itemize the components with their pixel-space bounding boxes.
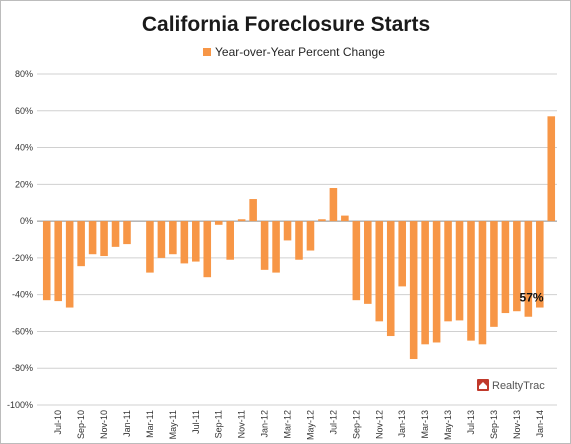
x-tick-label: Nov-10	[99, 410, 109, 439]
bar	[123, 221, 131, 245]
y-tick-label: -80%	[12, 363, 33, 373]
x-tick-label: Jul-11	[191, 410, 201, 434]
x-tick-label: Nov-12	[374, 410, 384, 439]
bar	[536, 221, 544, 308]
x-tick-label: May-12	[305, 410, 315, 440]
bars	[42, 116, 556, 360]
x-tick-label: Sep-13	[489, 410, 499, 439]
bar	[501, 221, 510, 314]
x-axis-labels: Jul-10 Sep-10 Nov-10 Jan-11 Mar-11 May-11 Jul-…	[53, 410, 545, 440]
x-tick-label: Nov-13	[512, 410, 522, 439]
bar	[111, 221, 120, 247]
x-tick-label: Jan-12	[260, 410, 270, 438]
bar	[409, 221, 418, 360]
bar	[260, 221, 269, 270]
x-tick-label: Jan-14	[535, 410, 545, 438]
x-tick-label: Mar-12	[283, 410, 293, 439]
bar	[249, 199, 257, 222]
x-tick-label: May-13	[443, 410, 453, 440]
bar	[467, 221, 475, 341]
bar	[478, 221, 487, 345]
bar	[214, 221, 223, 225]
bar	[524, 221, 533, 317]
bar	[54, 221, 62, 302]
bar	[88, 221, 97, 255]
bar	[295, 221, 303, 260]
x-tick-label: Nov-11	[237, 410, 247, 438]
logo-text: RealtyTrac	[492, 380, 545, 392]
y-tick-label: -60%	[12, 326, 33, 336]
x-tick-label: May-11	[168, 410, 178, 439]
y-tick-label: 60%	[15, 106, 33, 116]
house-icon-shape	[479, 382, 487, 389]
bar	[329, 188, 338, 222]
x-tick-label: Sep-12	[351, 410, 361, 439]
bar	[192, 221, 200, 262]
bar	[455, 221, 464, 321]
y-tick-label: 40%	[15, 143, 33, 153]
bar	[283, 221, 292, 241]
chart-title: California Foreclosure Starts	[142, 13, 430, 36]
bar	[272, 221, 280, 273]
bar	[226, 221, 234, 260]
bar	[364, 221, 372, 304]
bar	[237, 219, 246, 222]
bar	[386, 221, 395, 337]
x-tick-label: Jan-13	[397, 410, 407, 438]
x-tick-label: Mar-11	[145, 410, 155, 438]
x-tick-label: Sep-11	[214, 410, 224, 438]
x-tick-label: Jul-10	[53, 410, 63, 435]
bar	[100, 221, 108, 257]
bar	[77, 221, 85, 267]
bar	[490, 221, 498, 327]
bar	[42, 221, 51, 301]
x-tick-label: Jul-12	[328, 410, 338, 435]
bar	[169, 221, 177, 255]
realtytrac-logo: RealtyTrac	[477, 379, 545, 392]
bar	[341, 215, 349, 222]
bar	[146, 221, 154, 273]
y-axis-labels: 80% 60% 40% 20% 0% -20% -40% -60% -80% -100%	[7, 69, 33, 410]
bar	[421, 221, 429, 345]
bar	[444, 221, 452, 322]
y-tick-label: -20%	[12, 253, 33, 263]
x-tick-label: Mar-13	[420, 410, 430, 439]
x-tick-label: Jul-13	[466, 410, 476, 435]
x-tick-label: Sep-10	[76, 410, 86, 439]
y-tick-label: 0%	[20, 216, 33, 226]
x-tick-label: Jan-11	[122, 410, 132, 437]
bar	[432, 221, 441, 343]
y-tick-label: -40%	[12, 290, 33, 300]
bar	[306, 221, 315, 251]
bar	[398, 221, 406, 287]
bar	[157, 221, 166, 258]
bar	[65, 221, 74, 308]
bar	[375, 221, 384, 322]
annotation-label: 57%	[520, 291, 544, 305]
bar	[513, 221, 521, 312]
bar	[180, 221, 189, 264]
legend-swatch	[203, 48, 211, 56]
annotations: 57%	[520, 291, 544, 305]
legend-label: Year-over-Year Percent Change	[215, 45, 385, 59]
bar	[547, 116, 556, 222]
bar	[318, 219, 326, 222]
y-tick-label: 80%	[15, 69, 33, 79]
bar	[203, 221, 212, 278]
y-tick-label: -100%	[7, 400, 33, 410]
legend: Year-over-Year Percent Change	[203, 45, 385, 59]
y-tick-label: 20%	[15, 179, 33, 189]
bar	[352, 221, 361, 301]
